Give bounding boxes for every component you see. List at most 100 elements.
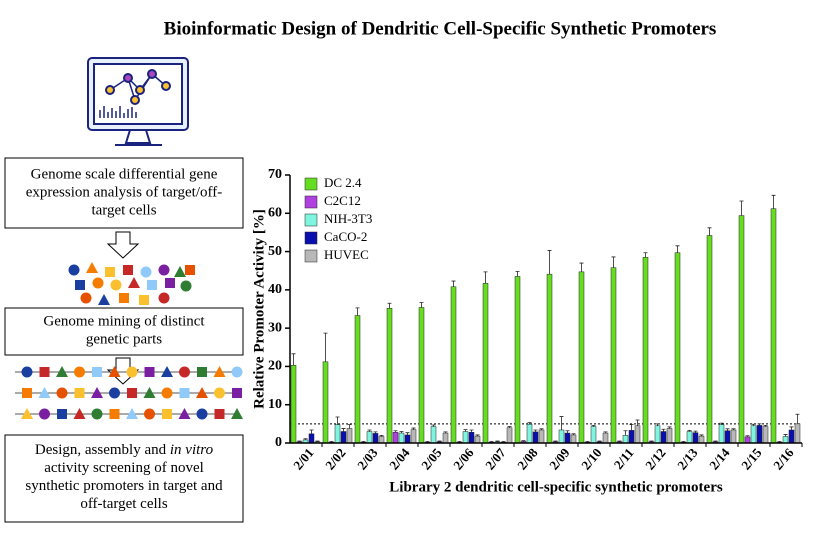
x-tick-label: 2/08 — [514, 445, 541, 473]
x-tick-label: 2/05 — [418, 445, 445, 473]
part-icon — [126, 408, 138, 419]
step-text: target cells — [91, 202, 156, 218]
bar — [450, 286, 457, 444]
error-bar — [309, 429, 314, 434]
part-icon — [68, 264, 80, 276]
error-bar — [451, 280, 456, 287]
part-icon — [56, 387, 68, 399]
error-bar — [751, 423, 756, 426]
error-bar — [603, 431, 608, 434]
part-icon — [214, 387, 225, 399]
step-text-part: activity screening of novel — [44, 460, 204, 476]
part-icon — [21, 408, 33, 419]
bar — [654, 425, 661, 444]
error-bar — [547, 250, 552, 275]
error-bar — [795, 413, 800, 424]
bar — [602, 432, 609, 444]
bar — [750, 425, 757, 444]
error-bar — [585, 441, 590, 443]
part-icon — [21, 366, 33, 378]
x-tick-label: 2/03 — [354, 445, 381, 473]
step-text-part: Design, assembly and — [35, 442, 170, 458]
part-icon — [86, 262, 98, 273]
part-icon — [39, 367, 50, 377]
part-icon — [158, 292, 170, 304]
error-bar — [341, 428, 346, 432]
bar — [570, 434, 577, 444]
bar — [366, 431, 373, 444]
y-tick-label: 30 — [268, 320, 282, 335]
part-icon — [127, 388, 137, 398]
bar — [788, 429, 795, 444]
bar — [558, 429, 565, 444]
legend-swatch — [304, 213, 318, 227]
y-tick-label: 70 — [268, 167, 282, 182]
step-text: Genome mining of distinct — [43, 313, 205, 329]
part-icon — [91, 387, 103, 398]
bar — [372, 433, 379, 444]
y-tick-label: 0 — [275, 435, 282, 450]
legend-swatch — [304, 195, 318, 209]
bar — [482, 283, 489, 444]
part-icon — [178, 408, 191, 419]
error-bar — [303, 438, 308, 440]
part-icon — [56, 366, 68, 377]
part-icon — [180, 280, 192, 292]
bar — [418, 307, 425, 444]
part-icon — [123, 265, 133, 275]
error-bar — [297, 440, 302, 442]
x-tick-label: 2/11 — [611, 445, 637, 472]
bar — [392, 432, 399, 444]
part-icon — [126, 366, 138, 378]
error-bar — [661, 428, 666, 432]
part-icon — [38, 387, 51, 398]
error-bar — [693, 430, 698, 433]
error-bar — [373, 431, 378, 434]
part-icon — [231, 366, 243, 378]
error-bar — [611, 256, 616, 268]
part-icon — [92, 277, 104, 289]
part-icon — [108, 366, 121, 377]
error-bar — [361, 441, 366, 443]
error-bar — [463, 429, 468, 432]
part-icon — [179, 388, 190, 398]
bar — [404, 434, 411, 444]
part-icon — [158, 264, 170, 276]
error-bar — [707, 227, 712, 236]
bar — [706, 235, 713, 444]
error-bar — [329, 441, 334, 443]
error-bar — [347, 424, 352, 429]
part-icon — [144, 408, 155, 420]
part-icon — [231, 408, 243, 419]
legend-label: C2C12 — [324, 193, 361, 208]
step-text: Genome scale differential gene — [31, 166, 218, 182]
part-icon — [161, 366, 173, 377]
part-icon — [214, 409, 225, 419]
error-bar — [437, 440, 442, 442]
error-bar — [527, 422, 532, 425]
x-tick-label: 2/01 — [290, 445, 316, 472]
error-bar — [731, 428, 736, 430]
part-icon — [105, 267, 115, 277]
bar — [578, 271, 585, 444]
part-icon — [232, 388, 242, 398]
part-icon — [213, 366, 226, 377]
error-bar — [469, 429, 474, 433]
part-icon — [91, 408, 103, 420]
error-bar — [495, 440, 500, 442]
bar — [430, 426, 437, 444]
error-bar — [515, 271, 520, 277]
part-icon — [74, 366, 85, 378]
error-bar — [719, 422, 724, 425]
bar — [724, 430, 731, 444]
error-bar — [571, 433, 576, 435]
bar — [290, 365, 297, 444]
step-text: activity screening of novel — [44, 460, 204, 476]
bar — [378, 436, 385, 444]
error-bar — [565, 430, 570, 434]
error-bar — [457, 441, 462, 443]
step-box — [4, 157, 244, 229]
part-icon — [128, 277, 140, 288]
y-tick-label: 10 — [268, 397, 282, 412]
error-bar — [681, 441, 686, 443]
